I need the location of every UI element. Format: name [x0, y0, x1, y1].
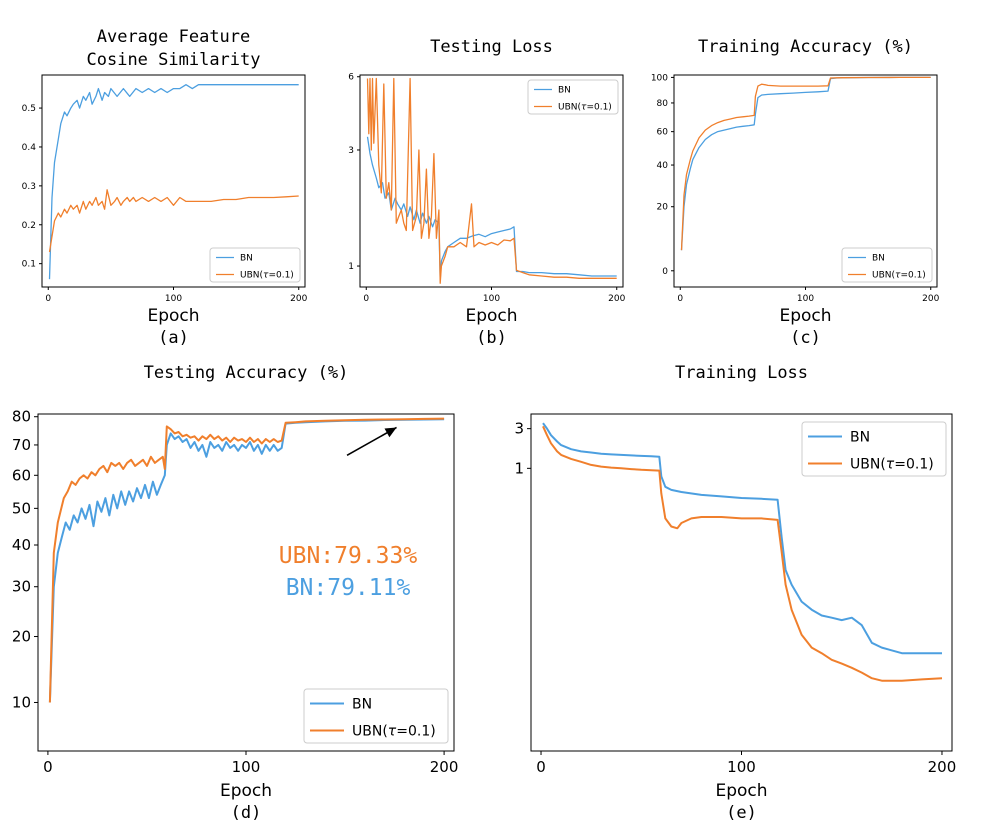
- y-tick-label: 0.2: [22, 221, 36, 231]
- subfigure-label: (a): [158, 328, 189, 348]
- series-line-bn: [366, 136, 617, 281]
- x-axis-label: Epoch: [779, 306, 831, 326]
- chart-title: Training Accuracy (%): [698, 37, 913, 57]
- x-tick-label: 200: [608, 294, 625, 304]
- series-group: [366, 77, 617, 284]
- chart-e: Training Loss 0 100 200 1 3 Epoch(e) BN UBN(τ=0.…: [514, 363, 956, 823]
- x-tick-label: 0: [677, 294, 683, 304]
- series-line-ubn: [366, 77, 617, 284]
- legend-label-bn: BN: [352, 697, 372, 713]
- y-tick-label: 30: [12, 578, 31, 596]
- y-tick-label: 1: [348, 262, 354, 272]
- legend-label-bn: BN: [850, 430, 870, 446]
- series-line-bn: [48, 84, 299, 280]
- y-tick-label: 0.4: [22, 143, 37, 153]
- chart-title: Cosine Similarity: [87, 50, 261, 70]
- series-group: [48, 84, 299, 280]
- y-tick-label: 0.3: [22, 182, 36, 192]
- x-tick-label: 0: [536, 758, 546, 776]
- series-line-ubn: [680, 76, 931, 251]
- x-axis-label: Epoch: [715, 781, 767, 801]
- y-tick-label: 1: [514, 459, 524, 477]
- legend-label-bn: BN: [240, 254, 253, 264]
- y-tick-label: 40: [657, 161, 669, 171]
- y-tick-label: 0.1: [22, 260, 36, 270]
- x-tick-label: 100: [797, 294, 814, 304]
- y-tick-label: 80: [12, 408, 31, 426]
- x-tick-label: 100: [727, 758, 756, 776]
- annotation-ubn: UBN:79.33%: [279, 543, 418, 569]
- chart-title: Testing Accuracy (%): [144, 363, 349, 383]
- legend: BN UBN(τ=0.1): [841, 247, 933, 283]
- chart-c: Training Accuracy (%) 0 100 200 0 20 40 60 80 100…: [651, 37, 940, 348]
- x-tick-label: 0: [363, 294, 369, 304]
- legend-label-ubn: UBN(τ=0.1): [850, 457, 934, 473]
- legend-frame: [527, 79, 619, 115]
- chart-d: Testing Accuracy (%) 0 100 200 10 20 30 40 50 60 7…: [12, 363, 459, 823]
- x-tick-label: 100: [483, 294, 500, 304]
- y-tick-label: 0: [662, 267, 668, 277]
- y-tick-label: 3: [514, 420, 524, 438]
- series-line-ubn: [542, 425, 943, 682]
- series-line-ubn: [48, 189, 299, 253]
- x-tick-label: 200: [430, 758, 459, 776]
- y-tick-label: 70: [12, 436, 31, 454]
- series-line-bn: [542, 422, 942, 655]
- x-tick-label: 200: [922, 294, 939, 304]
- series-group: [48, 417, 445, 703]
- legend-label-ubn: UBN(τ=0.1): [240, 271, 294, 281]
- accuracy-annotation: UBN:79.33% BN:79.11%: [279, 426, 418, 601]
- legend: BN UBN(τ=0.1): [527, 79, 619, 115]
- legend: BN UBN(τ=0.1): [801, 421, 947, 477]
- chart-title: Training Loss: [675, 363, 808, 383]
- y-tick-label: 40: [12, 536, 31, 554]
- x-axis-label: Epoch: [220, 781, 272, 801]
- y-tick-label: 60: [657, 128, 669, 138]
- chart-a: Average Feature Cosine Similarity 0 100 200 0…: [22, 27, 308, 348]
- series-line-bn: [48, 418, 445, 703]
- x-tick-label: 100: [165, 294, 182, 304]
- x-axis-label: Epoch: [465, 306, 517, 326]
- chart-b: Testing Loss 0 100 200 1 3 6 Epoch(b) BN UBN(τ=0.…: [348, 37, 625, 348]
- x-tick-label: 200: [290, 294, 307, 304]
- legend-label-ubn: UBN(τ=0.1): [558, 103, 612, 113]
- annotation-arrowhead: [384, 427, 397, 438]
- y-tick-label: 80: [657, 99, 669, 109]
- y-tick-label: 6: [348, 73, 354, 83]
- series-group: [680, 76, 931, 251]
- y-tick-label: 50: [12, 499, 31, 517]
- legend-label-ubn: UBN(τ=0.1): [352, 724, 436, 740]
- legend-frame: [209, 247, 301, 283]
- series-line-ubn: [48, 417, 445, 703]
- y-tick-label: 10: [12, 693, 31, 711]
- y-tick-label: 20: [657, 203, 669, 213]
- chart-title: Average Feature: [97, 27, 251, 47]
- x-tick-label: 0: [43, 758, 53, 776]
- x-tick-label: 200: [928, 758, 957, 776]
- x-axis-label: Epoch: [147, 306, 199, 326]
- subfigure-label: (d): [231, 803, 262, 823]
- y-tick-label: 100: [651, 73, 668, 83]
- legend: BN UBN(τ=0.1): [209, 247, 301, 283]
- legend-label-bn: BN: [558, 86, 571, 96]
- y-tick-label: 20: [12, 628, 31, 646]
- x-tick-label: 0: [45, 294, 51, 304]
- y-tick-label: 0.5: [22, 104, 36, 114]
- legend: BN UBN(τ=0.1): [303, 688, 449, 744]
- subfigure-label: (c): [790, 328, 821, 348]
- subfigure-label: (b): [476, 328, 507, 348]
- legend-label-ubn: UBN(τ=0.1): [872, 271, 926, 281]
- legend-frame: [841, 247, 933, 283]
- legend-label-bn: BN: [872, 254, 885, 264]
- series-line-bn: [680, 76, 931, 251]
- y-tick-label: 3: [348, 146, 354, 156]
- annotation-bn: BN:79.11%: [286, 575, 411, 601]
- x-tick-label: 100: [232, 758, 261, 776]
- series-group: [542, 422, 943, 682]
- subfigure-label: (e): [726, 803, 757, 823]
- chart-title: Testing Loss: [430, 37, 553, 57]
- y-tick-label: 60: [12, 466, 31, 484]
